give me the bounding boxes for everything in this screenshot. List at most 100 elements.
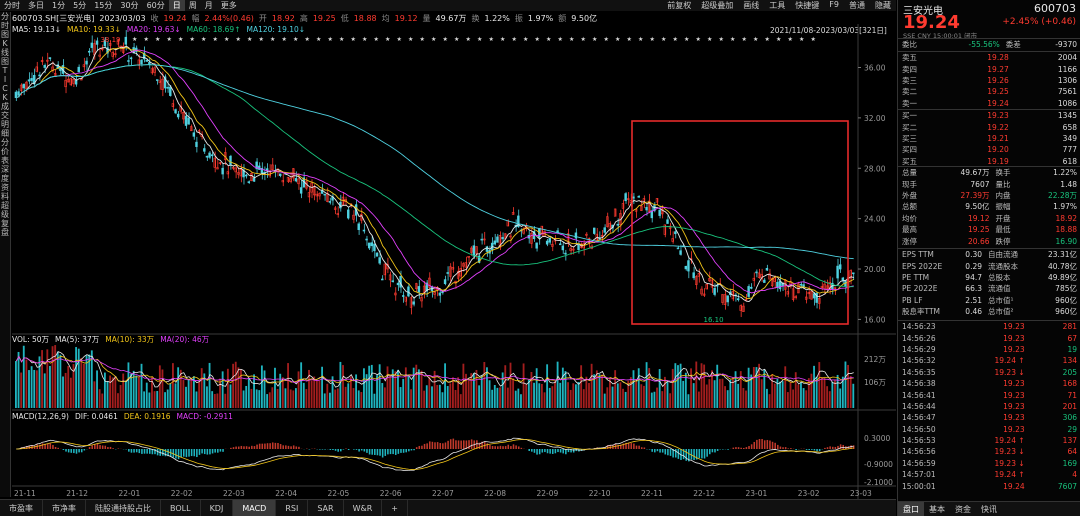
tick-row: 14:56:44 19.23 201	[902, 401, 1077, 411]
indicator-tab-8[interactable]: W&R	[344, 499, 383, 516]
volume-bar	[818, 362, 821, 408]
event-star-icon: ★	[443, 36, 448, 43]
volume-bar	[164, 392, 166, 408]
candle-body	[687, 260, 690, 272]
volume-bar	[643, 385, 645, 408]
volume-bar	[54, 345, 57, 408]
volume-bar	[266, 394, 269, 408]
tick-row: 14:56:53 19.24 ↑ 137	[902, 436, 1077, 446]
volume-bar	[415, 364, 418, 408]
volume-bar	[357, 390, 360, 408]
toolbar-button-1[interactable]: 超级叠加	[701, 1, 734, 10]
period-tab-8[interactable]: 周	[188, 1, 197, 10]
indicator-tab-7[interactable]: SAR	[308, 499, 344, 516]
volume-bar	[449, 383, 452, 408]
candle-body	[375, 252, 379, 257]
candle-body	[744, 299, 748, 301]
indicator-tab-4[interactable]: KDJ	[201, 499, 234, 516]
candle-body	[43, 65, 46, 68]
period-tab-1[interactable]: 多日	[28, 1, 44, 10]
candle-body	[603, 227, 606, 233]
candle-body	[776, 281, 779, 288]
bid-book: 买一 19.23 1345 买二 19.22 658 买三 19.21 349 买四 19.20 77…	[902, 110, 1077, 167]
period-tab-0[interactable]: 分时	[4, 1, 20, 10]
volume-bar	[211, 391, 214, 408]
candle-body	[318, 193, 321, 197]
event-star-icon: ★	[788, 36, 793, 43]
indicator-tab-3[interactable]: BOLL	[161, 499, 201, 516]
candle-body	[433, 292, 436, 295]
candle-body	[577, 244, 580, 251]
volume-bar	[656, 387, 658, 408]
volume-bar	[671, 368, 674, 408]
kline-chart[interactable]: 36.00 32.00 28.00 24.00 20.00 16.00 21-11 21-12…	[12, 24, 896, 499]
toolbar-button-7[interactable]: 隐藏	[875, 1, 891, 10]
fundamental-row: PE TTM 94.7 总股本 49.89亿	[902, 272, 1077, 282]
period-tab-10[interactable]: 更多	[220, 1, 237, 10]
left-nav-char-11: 交	[1, 111, 9, 120]
price-tick-label: 16.00	[864, 315, 886, 324]
stat-row: 涨停 20.66 跌停 16.90	[902, 236, 1077, 246]
volume-bar	[718, 378, 721, 408]
period-tab-9[interactable]: 月	[204, 1, 213, 10]
toolbar-button-0[interactable]: 前复权	[667, 1, 692, 10]
indicator-tab-9[interactable]: +	[382, 499, 408, 516]
period-tab-6[interactable]: 60分	[146, 1, 165, 10]
volume-bar	[41, 350, 43, 408]
tick-row: 15:00:01 19.24 7607	[902, 481, 1077, 491]
indicator-tab-1[interactable]: 市净率	[43, 499, 86, 516]
volume-bar	[700, 363, 703, 408]
toolbar-button-5[interactable]: F9	[829, 0, 839, 9]
candle-body	[396, 282, 400, 286]
left-nav-char-0: 分	[1, 12, 9, 21]
period-tab-4[interactable]: 15分	[94, 1, 113, 10]
volume-bar	[347, 383, 350, 408]
candle-body	[184, 115, 188, 126]
candle-body	[585, 233, 588, 236]
period-tab-5[interactable]: 30分	[120, 1, 139, 10]
indicator-tab-6[interactable]: RSI	[276, 499, 309, 516]
candle-body	[593, 227, 596, 234]
toolbar-button-2[interactable]: 画线	[743, 1, 760, 10]
period-tab-2[interactable]: 1分	[52, 1, 66, 10]
period-tab-3[interactable]: 5分	[73, 1, 87, 10]
candle-body	[391, 280, 394, 283]
volume-bar	[237, 367, 240, 408]
volume-bar	[648, 368, 651, 408]
macd-dif: DIF: 0.0461	[74, 411, 118, 421]
right-tab-1[interactable]: 基本	[929, 505, 945, 514]
candle-body	[148, 62, 151, 65]
candle-body	[252, 177, 256, 182]
event-star-icon: ★	[627, 36, 632, 43]
ask-row: 卖五 19.28 2004	[902, 53, 1077, 63]
volume-bar	[394, 371, 397, 408]
right-tab-2[interactable]: 资金	[955, 505, 971, 514]
candle-body	[158, 80, 162, 83]
right-tab-0[interactable]: 盘口	[898, 502, 924, 516]
candle-body	[111, 52, 114, 57]
toolbar-button-3[interactable]: 工具	[769, 1, 786, 10]
event-star-icon: ★	[374, 36, 379, 43]
candle-body	[210, 154, 214, 157]
toolbar-button-6[interactable]: 普通	[849, 1, 865, 10]
volume-bar	[363, 368, 365, 408]
volume-bar	[431, 386, 433, 408]
candle-body	[757, 272, 761, 278]
indicator-tab-0[interactable]: 市盈率	[0, 499, 43, 516]
indicator-tab-2[interactable]: 陆股通持股占比	[86, 499, 161, 516]
indicator-tab-5[interactable]: MACD	[233, 499, 277, 516]
bid-row: 买四 19.20 777	[902, 145, 1077, 155]
toolbar-button-4[interactable]: 快捷键	[795, 1, 820, 10]
candle-body	[736, 298, 740, 301]
volume-bar	[111, 377, 114, 408]
volume-bar	[114, 375, 117, 408]
macd-tick-label: 0.3000	[864, 434, 890, 443]
right-tab-3[interactable]: 快讯	[981, 505, 997, 514]
volume-bar	[368, 365, 371, 408]
volume-bar	[533, 382, 535, 408]
volume-bar	[381, 383, 384, 408]
candle-body	[810, 291, 813, 300]
period-tab-7[interactable]: 日	[168, 0, 185, 11]
left-nav-char-20: 料	[1, 192, 9, 201]
